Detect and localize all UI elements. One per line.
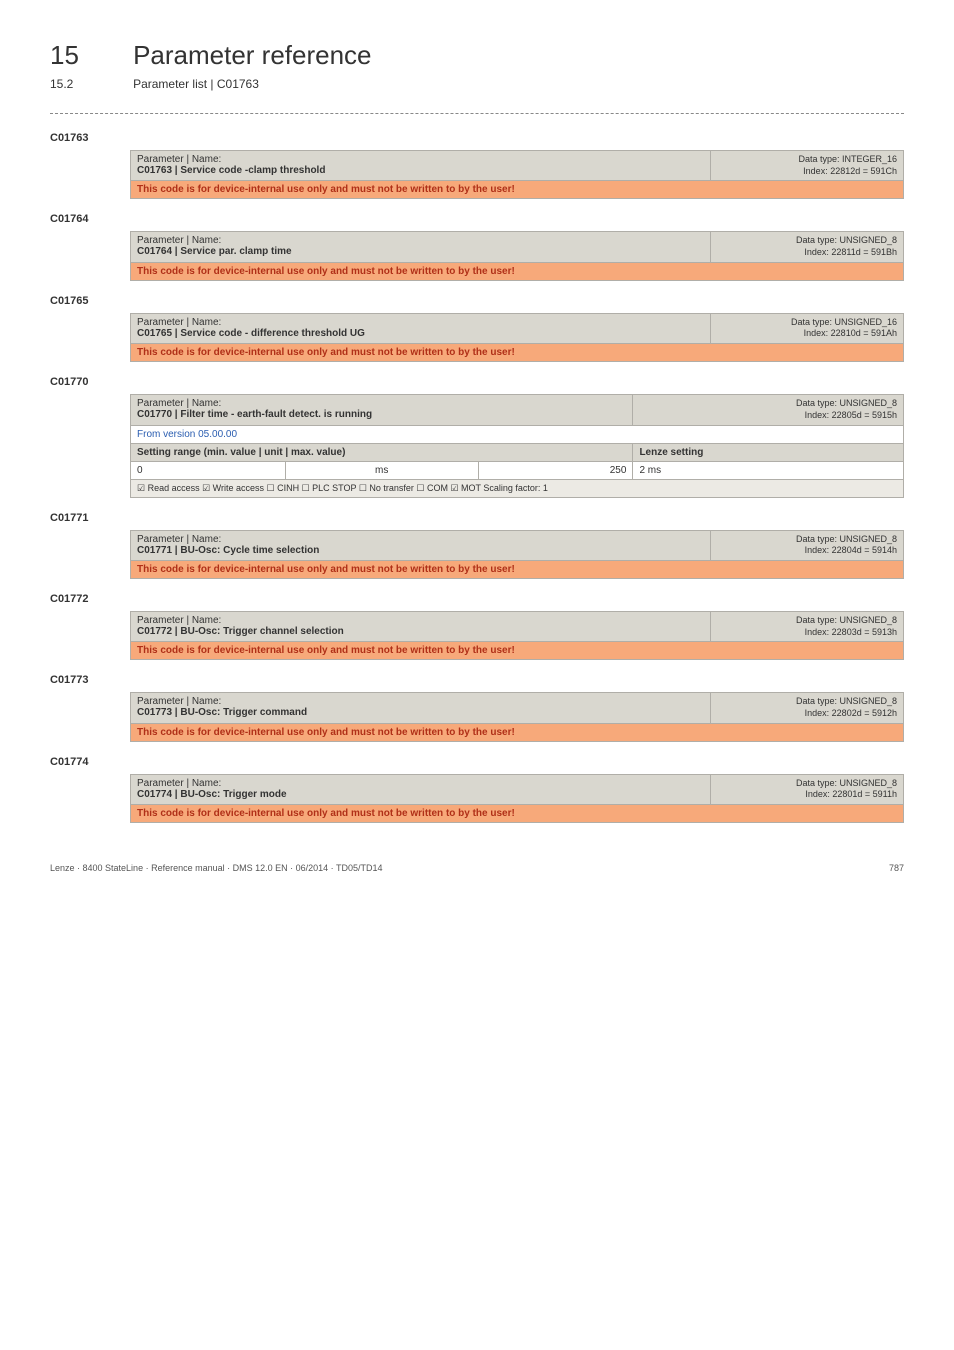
param-name-cell: Parameter | Name:C01771 | BU-Osc: Cycle … bbox=[131, 530, 711, 560]
param-dtype1: Data type: UNSIGNED_8 bbox=[796, 235, 897, 245]
param-warning: This code is for device-internal use onl… bbox=[131, 642, 904, 660]
param-code: C01772 bbox=[50, 593, 904, 605]
param-dtype-cell: Data type: UNSIGNED_8Index: 22801d = 591… bbox=[710, 774, 903, 804]
param-name-cell: Parameter | Name:C01773 | BU-Osc: Trigge… bbox=[131, 693, 711, 723]
page-header: 15 Parameter reference 15.2 Parameter li… bbox=[50, 40, 904, 91]
version-note: From version 05.00.00 bbox=[131, 425, 904, 443]
param-name: C01770 | Filter time - earth-fault detec… bbox=[137, 409, 372, 420]
chapter-title: Parameter reference bbox=[133, 40, 371, 71]
setting-range-label: Setting range (min. value | unit | max. … bbox=[131, 443, 633, 461]
param-table: Parameter | Name:C01771 | BU-Osc: Cycle … bbox=[130, 530, 904, 579]
param-dtype-cell: Data type: UNSIGNED_8 Index: 22802d = 591… bbox=[710, 693, 903, 723]
param-dtype2: Index: 22811d = 591Bh bbox=[804, 247, 897, 257]
param-block: Parameter | Name:C01772 | BU-Osc: Trigge… bbox=[130, 611, 904, 660]
param-table: Parameter | Name:C01764 | Service par. c… bbox=[130, 231, 904, 280]
unit-value: ms bbox=[285, 461, 478, 479]
param-dtype1: Data type: UNSIGNED_8 bbox=[796, 778, 897, 788]
param-name-cell: Parameter | Name: C01770 | Filter time -… bbox=[131, 395, 633, 425]
param-code: C01765 bbox=[50, 295, 904, 307]
param-name: C01765 | Service code - difference thres… bbox=[137, 328, 365, 339]
param-block: Parameter | Name:C01773 | BU-Osc: Trigge… bbox=[130, 692, 904, 741]
param-dtype1: Data type: UNSIGNED_16 bbox=[791, 317, 897, 327]
param-table: Parameter | Name: C01770 | Filter time -… bbox=[130, 394, 904, 497]
param-code: C01771 bbox=[50, 512, 904, 524]
param-table: Parameter | Name:C01773 | BU-Osc: Trigge… bbox=[130, 692, 904, 741]
param-name-label: Parameter | Name: bbox=[137, 534, 221, 545]
footer-right: 787 bbox=[889, 863, 904, 873]
param-dtype1: Data type: UNSIGNED_8 bbox=[796, 696, 897, 706]
param-dtype-cell: Data type: UNSIGNED_8 Index: 22803d = 591… bbox=[710, 611, 903, 641]
access-row: ☑ Read access ☑ Write access ☐ CINH ☐ PL… bbox=[131, 479, 904, 497]
param-block: Parameter | Name:C01763 | Service code -… bbox=[130, 150, 904, 199]
section-number: 15.2 bbox=[50, 77, 130, 91]
param-name: C01773 | BU-Osc: Trigger command bbox=[137, 707, 307, 718]
param-name-label: Parameter | Name: bbox=[137, 317, 221, 328]
param-code: C01774 bbox=[50, 756, 904, 768]
param-block: Parameter | Name:C01774 | BU-Osc: Trigge… bbox=[130, 774, 904, 823]
param-dtype1: Data type: UNSIGNED_8 bbox=[796, 534, 897, 544]
page-footer: Lenze · 8400 StateLine · Reference manua… bbox=[50, 863, 904, 873]
param-dtype2: Index: 22803d = 5913h bbox=[805, 627, 897, 637]
param-warning: This code is for device-internal use onl… bbox=[131, 805, 904, 823]
param-name-cell: Parameter | Name:C01772 | BU-Osc: Trigge… bbox=[131, 611, 711, 641]
param-dtype1: Data type: UNSIGNED_8 bbox=[796, 615, 897, 625]
param-dtype-cell: Data type: UNSIGNED_8Index: 22804d = 591… bbox=[710, 530, 903, 560]
lenze-setting-label: Lenze setting bbox=[633, 443, 904, 461]
param-dtype2: Index: 22804d = 5914h bbox=[805, 545, 897, 555]
param-dtype1: Data type: INTEGER_16 bbox=[798, 154, 897, 164]
param-name: C01772 | BU-Osc: Trigger channel selecti… bbox=[137, 626, 344, 637]
param-code: C01770 bbox=[50, 376, 904, 388]
setting-range-text: Setting range (min. value | unit | max. … bbox=[137, 447, 345, 458]
param-dtype1: Data type: UNSIGNED_8 bbox=[796, 398, 897, 408]
param-name-label: Parameter | Name: bbox=[137, 398, 221, 409]
param-dtype2: Index: 22812d = 591Ch bbox=[803, 166, 897, 176]
param-block: Parameter | Name:C01764 | Service par. c… bbox=[130, 231, 904, 280]
param-name-cell: Parameter | Name:C01774 | BU-Osc: Trigge… bbox=[131, 774, 711, 804]
param-warning: This code is for device-internal use onl… bbox=[131, 344, 904, 362]
param-dtype2: Index: 22802d = 5912h bbox=[805, 708, 897, 718]
param-code: C01763 bbox=[50, 132, 904, 144]
param-dtype-cell: Data type: UNSIGNED_8 Index: 22811d = 591… bbox=[710, 232, 903, 262]
param-code: C01773 bbox=[50, 674, 904, 686]
param-name-label: Parameter | Name: bbox=[137, 696, 221, 707]
param-dtype-cell: Data type: INTEGER_16 Index: 22812d = 591… bbox=[710, 151, 903, 181]
param-name-cell: Parameter | Name:C01765 | Service code -… bbox=[131, 313, 711, 343]
param-table: Parameter | Name:C01772 | BU-Osc: Trigge… bbox=[130, 611, 904, 660]
param-name-label: Parameter | Name: bbox=[137, 778, 221, 789]
param-code: C01764 bbox=[50, 213, 904, 225]
param-name: C01764 | Service par. clamp time bbox=[137, 246, 292, 257]
param-table: Parameter | Name:C01763 | Service code -… bbox=[130, 150, 904, 199]
param-warning: This code is for device-internal use onl… bbox=[131, 181, 904, 199]
param-table: Parameter | Name:C01765 | Service code -… bbox=[130, 313, 904, 362]
param-dtype2: Index: 22810d = 591Ah bbox=[804, 328, 897, 338]
param-block: Parameter | Name:C01771 | BU-Osc: Cycle … bbox=[130, 530, 904, 579]
section-title: Parameter list | C01763 bbox=[133, 77, 259, 91]
param-name-label: Parameter | Name: bbox=[137, 615, 221, 626]
param-name-label: Parameter | Name: bbox=[137, 235, 221, 246]
param-name-cell: Parameter | Name:C01764 | Service par. c… bbox=[131, 232, 711, 262]
param-dtype-cell: Data type: UNSIGNED_16Index: 22810d = 59… bbox=[710, 313, 903, 343]
param-dtype2: Index: 22801d = 5911h bbox=[805, 789, 897, 799]
param-table: Parameter | Name:C01774 | BU-Osc: Trigge… bbox=[130, 774, 904, 823]
param-dtype2: Index: 22805d = 5915h bbox=[805, 410, 897, 420]
param-block: Parameter | Name:C01765 | Service code -… bbox=[130, 313, 904, 362]
footer-left: Lenze · 8400 StateLine · Reference manua… bbox=[50, 863, 383, 873]
min-value: 0 bbox=[131, 461, 286, 479]
param-dtype-cell: Data type: UNSIGNED_8 Index: 22805d = 59… bbox=[633, 395, 904, 425]
param-name-label: Parameter | Name: bbox=[137, 154, 221, 165]
max-value: 250 bbox=[478, 461, 633, 479]
divider bbox=[50, 113, 904, 114]
param-name: C01774 | BU-Osc: Trigger mode bbox=[137, 789, 287, 800]
param-name-cell: Parameter | Name:C01763 | Service code -… bbox=[131, 151, 711, 181]
lenze-value: 2 ms bbox=[633, 461, 904, 479]
param-warning: This code is for device-internal use onl… bbox=[131, 262, 904, 280]
param-name: C01763 | Service code -clamp threshold bbox=[137, 165, 325, 176]
param-warning: This code is for device-internal use onl… bbox=[131, 560, 904, 578]
chapter-number: 15 bbox=[50, 40, 130, 71]
param-warning: This code is for device-internal use onl… bbox=[131, 723, 904, 741]
param-block-full: Parameter | Name: C01770 | Filter time -… bbox=[130, 394, 904, 497]
param-name: C01771 | BU-Osc: Cycle time selection bbox=[137, 545, 319, 556]
